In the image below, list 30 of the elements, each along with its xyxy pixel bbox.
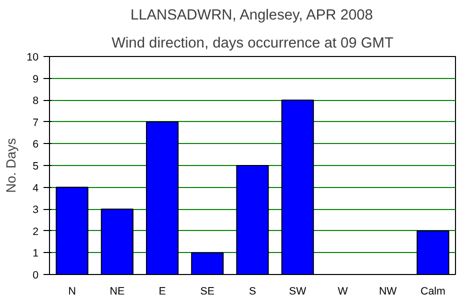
y-tick-label: 2 <box>32 226 39 238</box>
y-tick-label: 10 <box>26 52 39 64</box>
x-tick-label: N <box>68 286 76 298</box>
x-tick-label: W <box>338 286 349 298</box>
y-tick-label: 1 <box>32 248 39 260</box>
chart-title: LLANSADWRN, Anglesey, APR 2008 <box>130 8 373 24</box>
x-tick-label: SW <box>289 286 308 298</box>
chart-subtitle: Wind direction, days occurrence at 09 GMT <box>112 36 394 52</box>
bar <box>236 165 269 274</box>
x-tick-label: Calm <box>420 286 446 298</box>
y-tick-label: 7 <box>32 116 39 129</box>
y-tick-label: 8 <box>32 95 39 108</box>
y-tick-label: 3 <box>32 204 39 216</box>
bar <box>281 100 314 274</box>
bar <box>416 230 450 274</box>
y-tick-label: 5 <box>32 160 39 172</box>
x-tick-label: NW <box>378 286 398 298</box>
y-tick-label: 4 <box>32 182 39 194</box>
bar <box>100 208 134 274</box>
x-tick-label: S <box>248 286 256 298</box>
y-tick-label: 6 <box>32 138 39 151</box>
x-tick-label: SE <box>200 286 214 298</box>
y-tick-label: 9 <box>32 73 39 86</box>
x-tick-label: NE <box>110 286 125 298</box>
bar <box>191 252 224 274</box>
y-axis-title: No. Days <box>4 138 19 193</box>
bar <box>56 186 88 274</box>
bar <box>146 121 179 274</box>
x-tick-label: E <box>158 286 166 298</box>
y-tick-label: 0 <box>32 270 39 282</box>
